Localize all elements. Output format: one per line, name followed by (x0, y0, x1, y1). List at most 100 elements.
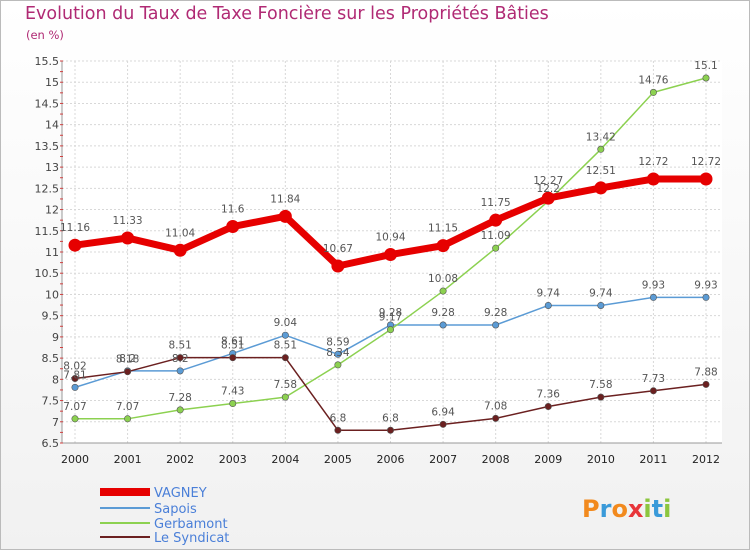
data-label: 12.51 (586, 165, 616, 177)
data-point (699, 172, 713, 186)
data-point (436, 239, 450, 253)
data-label: 11.09 (481, 230, 511, 242)
data-point (176, 354, 184, 362)
y-tick-label: 11 (45, 246, 59, 259)
x-tick-label: 2012 (692, 453, 720, 466)
y-tick-label: 12 (45, 204, 59, 217)
data-point (597, 145, 605, 153)
data-point (71, 374, 79, 382)
data-label: 7.36 (537, 388, 561, 400)
legend-item-le-syndicat: Le Syndicat (154, 531, 229, 546)
data-label: 8.34 (326, 347, 350, 359)
data-point (702, 380, 710, 388)
y-tick-label: 13 (45, 161, 59, 174)
data-point (492, 321, 500, 329)
data-label: 9.28 (379, 307, 402, 319)
data-label: 8.2 (119, 353, 136, 365)
y-tick-label: 8.5 (42, 352, 60, 365)
data-point (597, 393, 605, 401)
data-point (492, 414, 500, 422)
y-tick-label: 14 (45, 119, 59, 132)
x-tick-label: 2006 (377, 453, 405, 466)
data-point (649, 293, 657, 301)
x-tick-label: 2001 (114, 453, 142, 466)
x-tick-label: 2007 (429, 453, 457, 466)
data-label: 8.51 (274, 340, 297, 352)
data-point (281, 354, 289, 362)
data-point (229, 354, 237, 362)
legend-item-vagney: VAGNEY (154, 486, 207, 501)
data-label: 8.61 (221, 335, 244, 347)
y-tick-label: 7.5 (42, 395, 60, 408)
data-point (124, 368, 132, 376)
x-tick-label: 2009 (534, 453, 562, 466)
data-label: 10.08 (428, 273, 458, 285)
data-label: 11.16 (60, 222, 90, 234)
data-label: 12.2 (537, 183, 560, 195)
data-label: 13.42 (586, 131, 616, 143)
y-tick-label: 6.5 (42, 437, 60, 450)
x-tick-label: 2000 (61, 453, 89, 466)
data-label: 7.81 (63, 369, 86, 381)
data-point (281, 393, 289, 401)
data-label: 7.58 (274, 379, 297, 391)
data-label: 11.84 (270, 193, 300, 205)
data-point (121, 231, 135, 245)
data-point (649, 387, 657, 395)
x-tick-label: 2010 (587, 453, 615, 466)
data-point (492, 244, 500, 252)
data-point (176, 406, 184, 414)
data-label: 8.59 (326, 336, 349, 348)
y-tick-label: 9.5 (42, 310, 60, 323)
data-point (594, 181, 608, 195)
data-label: 7.88 (694, 366, 717, 378)
data-label: 9.04 (274, 317, 298, 329)
data-label: 6.94 (431, 406, 455, 418)
data-point (597, 301, 605, 309)
data-point (334, 361, 342, 369)
x-tick-label: 2002 (166, 453, 194, 466)
x-tick-label: 2003 (219, 453, 247, 466)
data-point (71, 415, 79, 423)
data-label: 8.18 (116, 354, 139, 366)
data-point (439, 321, 447, 329)
x-tick-label: 2005 (324, 453, 352, 466)
data-point (386, 426, 394, 434)
data-point (229, 400, 237, 408)
y-tick-label: 14.5 (35, 97, 60, 110)
data-label: 9.74 (589, 287, 613, 299)
data-label: 9.93 (694, 279, 717, 291)
data-label: 9.17 (379, 312, 402, 324)
data-label: 11.15 (428, 223, 458, 235)
data-point (702, 74, 710, 82)
data-point (544, 402, 552, 410)
data-label: 10.67 (323, 243, 353, 255)
x-tick-label: 2008 (482, 453, 510, 466)
data-label: 9.93 (642, 279, 665, 291)
data-label: 7.07 (63, 401, 86, 413)
data-point (646, 172, 660, 186)
y-tick-label: 10 (45, 288, 59, 301)
data-label: 14.76 (638, 74, 668, 86)
data-point (702, 293, 710, 301)
legend-item-sapois: Sapois (154, 502, 197, 517)
data-point (124, 415, 132, 423)
data-label: 9.28 (431, 307, 454, 319)
data-label: 7.28 (168, 392, 191, 404)
data-point (439, 287, 447, 295)
y-tick-label: 7 (52, 416, 59, 429)
data-label: 11.75 (481, 197, 511, 209)
data-point (176, 367, 184, 375)
data-label: 6.8 (382, 412, 399, 424)
data-label: 11.04 (165, 227, 195, 239)
brand-logo: Proxiti (582, 495, 671, 523)
data-label: 11.33 (113, 215, 143, 227)
data-label: 8.51 (168, 340, 191, 352)
chart-subtitle: (en %) (26, 28, 64, 42)
x-tick-label: 2011 (639, 453, 667, 466)
data-point (71, 383, 79, 391)
data-point (439, 420, 447, 428)
legend-item-gerbamont: Gerbamont (154, 517, 228, 532)
data-label: 9.74 (537, 287, 561, 299)
